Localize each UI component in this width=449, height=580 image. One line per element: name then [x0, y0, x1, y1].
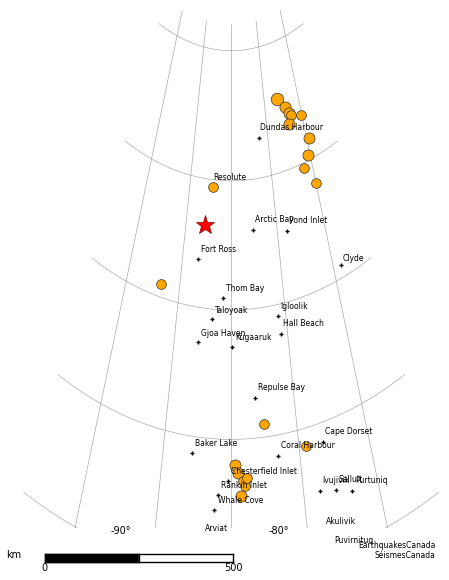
Text: Puvirnituq: Puvirnituq [335, 535, 374, 545]
Text: Resolute: Resolute [214, 173, 247, 182]
Text: Baker Lake: Baker Lake [195, 440, 238, 448]
Text: Fort Ross: Fort Ross [201, 245, 236, 255]
Text: Dundas Harbour: Dundas Harbour [260, 124, 323, 132]
Text: Kugaaruk: Kugaaruk [235, 334, 272, 342]
Text: Coral Harbour: Coral Harbour [281, 441, 335, 450]
Text: Chesterfield Inlet: Chesterfield Inlet [231, 467, 297, 476]
Text: Hall Beach: Hall Beach [283, 319, 324, 328]
Text: Akulivik: Akulivik [326, 517, 357, 526]
Text: Repulse Bay: Repulse Bay [258, 383, 305, 393]
Text: 500: 500 [224, 563, 243, 573]
Text: Arviat: Arviat [205, 524, 228, 533]
Text: -80°: -80° [268, 526, 289, 536]
Text: Cape Dorset: Cape Dorset [326, 427, 373, 436]
Text: Purtuniq: Purtuniq [355, 476, 388, 485]
Text: Gjoa Haven: Gjoa Haven [201, 328, 246, 338]
Text: 0: 0 [42, 563, 48, 573]
Text: Thom Bay: Thom Bay [226, 284, 264, 293]
Text: -90°: -90° [111, 526, 132, 536]
Text: Rankin Inlet: Rankin Inlet [221, 481, 267, 490]
Text: Taloyoak: Taloyoak [215, 306, 248, 314]
Text: Clyde: Clyde [343, 255, 365, 263]
Text: Arctic Bay: Arctic Bay [255, 215, 294, 224]
Text: Salluit: Salluit [339, 474, 363, 484]
Text: EarthquakesCanada
SéismesCanada: EarthquakesCanada SéismesCanada [358, 541, 436, 560]
Text: Pond Inlet: Pond Inlet [289, 216, 327, 225]
Text: Ivujivik: Ivujivik [323, 476, 350, 485]
Text: Whale Cove: Whale Cove [218, 496, 264, 505]
Text: km: km [6, 550, 21, 560]
Text: Igloolik: Igloolik [280, 302, 308, 310]
